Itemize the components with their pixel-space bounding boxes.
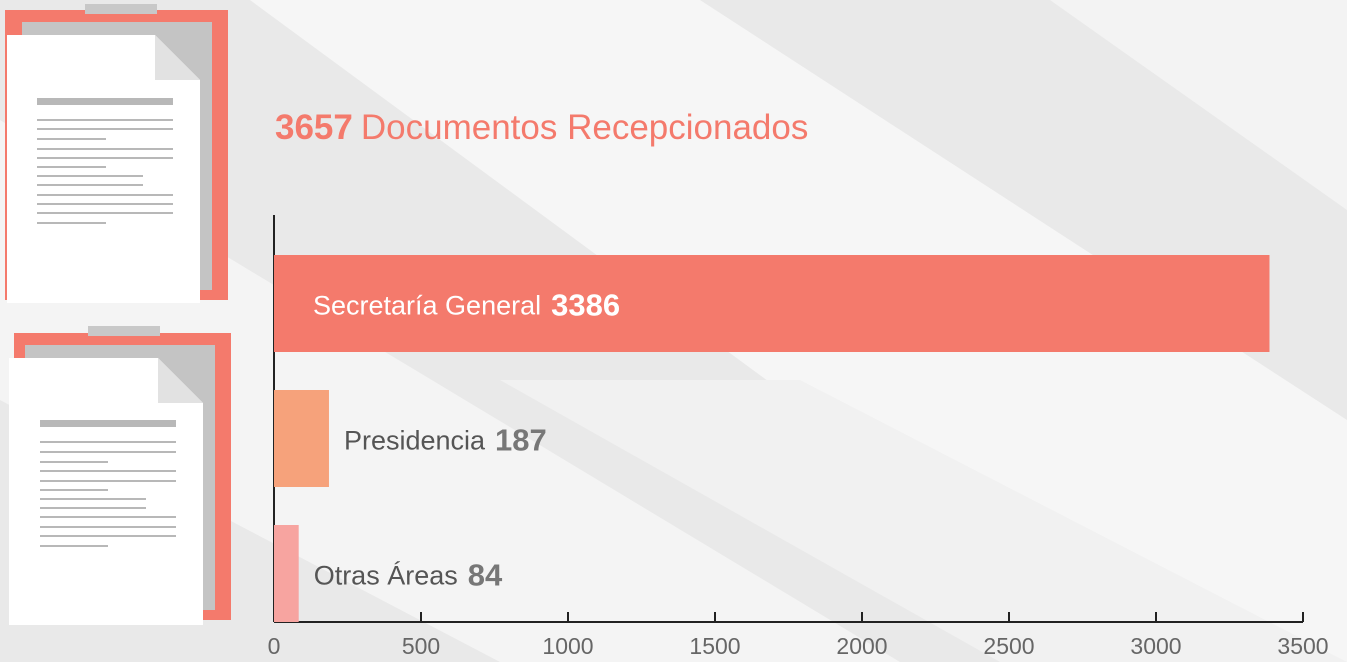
- x-tick-label: 2500: [983, 633, 1034, 659]
- x-tick-label: 1000: [542, 633, 593, 659]
- bar-label: Presidencia: [344, 426, 486, 456]
- bar-label: Otras Áreas: [314, 561, 458, 591]
- chart-title: 3657 Documentos Recepcionados: [275, 108, 808, 147]
- value-label: 187: [495, 423, 547, 458]
- bar: [274, 525, 299, 622]
- x-tick-label: 500: [402, 633, 440, 659]
- x-tick-label: 3000: [1130, 633, 1181, 659]
- document-icon: [5, 4, 228, 303]
- bar-label: Secretaría General: [313, 291, 541, 321]
- background-stripe: [1050, 0, 1347, 210]
- background-stripe: [500, 380, 1347, 662]
- document-icon: [9, 326, 231, 625]
- total-value: 3657: [275, 108, 353, 147]
- value-label: 84: [468, 558, 503, 593]
- bar: [274, 255, 1270, 352]
- x-tick-label: 1500: [689, 633, 740, 659]
- title-text: Documentos Recepcionados: [361, 108, 808, 147]
- x-tick-label: 0: [268, 633, 281, 659]
- value-label: 3386: [551, 288, 620, 323]
- x-tick-label: 3500: [1277, 633, 1328, 659]
- bar: [274, 390, 329, 487]
- x-tick-label: 2000: [836, 633, 887, 659]
